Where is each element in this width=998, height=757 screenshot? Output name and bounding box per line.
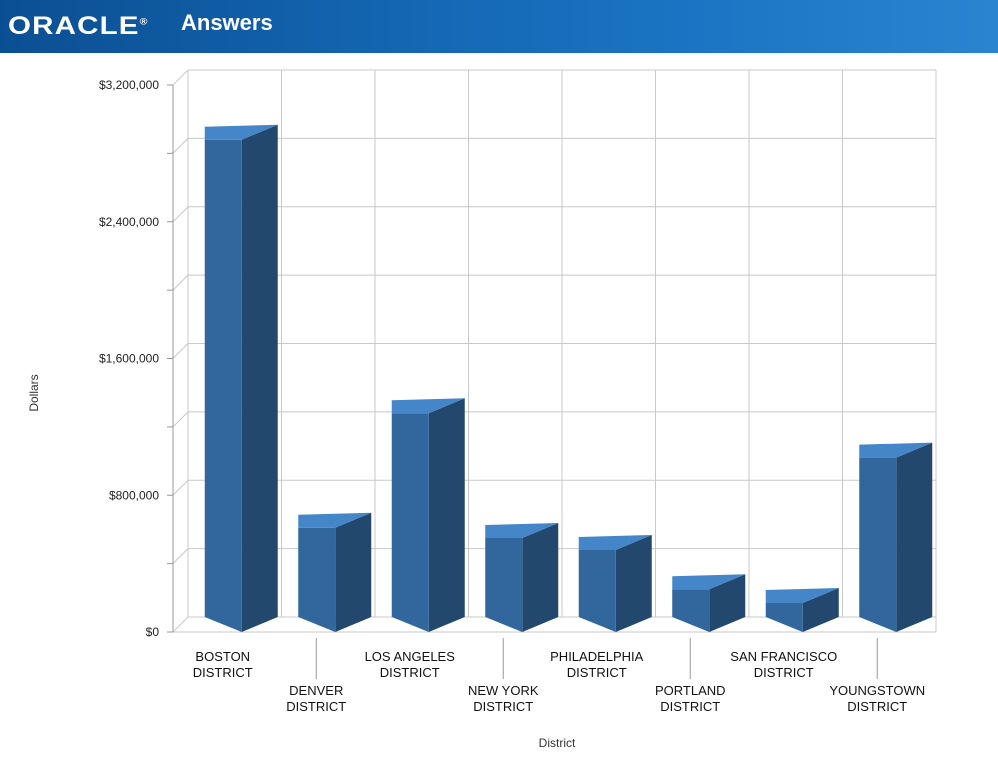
bar-side-1 (335, 512, 372, 632)
y-tick-label: $800,000 (109, 488, 159, 502)
x-tick-label: PORTLAND (655, 683, 726, 698)
y-tick-label: $1,600,000 (99, 352, 159, 366)
bar-4 (578, 549, 616, 632)
bar-side-6 (802, 587, 839, 632)
x-tick-label: YOUNGSTOWN (829, 683, 925, 698)
app-header: ORACLE® Answers (0, 0, 998, 53)
gridline-side (172, 479, 189, 496)
bar-top-1 (298, 512, 372, 528)
gridline-side (172, 138, 189, 154)
bar-side-0 (241, 124, 278, 632)
bar-side-4 (615, 534, 652, 632)
gridline-side (172, 274, 189, 291)
x-tick-label: DISTRICT (847, 699, 907, 714)
app-title: Answers (181, 10, 273, 35)
bar-top-7 (859, 442, 933, 458)
x-tick-label: NEW YORK (468, 683, 539, 698)
x-tick-label: DISTRICT (286, 699, 346, 714)
bar-1 (298, 527, 336, 632)
bar-top-3 (485, 522, 559, 538)
bar-5 (672, 589, 710, 632)
bar-top-2 (391, 398, 465, 414)
bar-top-0 (204, 124, 278, 140)
x-tick-label: DISTRICT (473, 699, 533, 714)
x-tick-label: BOSTON (195, 649, 250, 664)
x-tick-label: PHILADELPHIA (550, 649, 644, 664)
bar-top-4 (578, 534, 652, 550)
x-tick-label: LOS ANGELES (365, 649, 456, 664)
gridline-side (172, 206, 189, 223)
y-tick-label: $3,200,000 (99, 78, 159, 92)
bar-top-5 (672, 574, 746, 590)
oracle-logo: ORACLE® (8, 12, 149, 41)
bar-chart: $0 $800,000 $1,600,000 $2,400,000 $3,200,000… (27, 69, 937, 750)
gridline-side (172, 411, 189, 428)
gridline-side (172, 343, 189, 359)
x-tick-label: DISTRICT (193, 665, 253, 680)
x-tick-label: DISTRICT (380, 665, 440, 680)
x-tick-label: DENVER (289, 683, 343, 698)
logo-text: ORACLE (8, 12, 140, 40)
bar-top-6 (765, 587, 839, 603)
x-tick-label: DISTRICT (567, 665, 627, 680)
x-tick-label: SAN FRANCISCO (730, 649, 837, 664)
y-axis-title: Dollars (27, 374, 41, 411)
x-tick-label: DISTRICT (660, 699, 720, 714)
y-tick-label: $2,400,000 (99, 215, 159, 229)
bar-3 (485, 537, 523, 632)
bar-2 (391, 413, 429, 632)
gridline-side (172, 548, 189, 564)
y-tick-label: $0 (146, 625, 160, 639)
bar-6 (765, 602, 803, 632)
bar-side-5 (709, 574, 746, 632)
bar-side-7 (896, 442, 933, 632)
bar-side-3 (522, 522, 559, 632)
gridline-side (172, 69, 189, 86)
x-axis-title: District (539, 736, 576, 750)
x-tick-label: DISTRICT (754, 665, 814, 680)
bar-side-2 (428, 398, 465, 632)
bar-0 (204, 139, 242, 632)
chart-area: $0 $800,000 $1,600,000 $2,400,000 $3,200,000… (0, 53, 998, 757)
gridline-side (172, 616, 189, 633)
bar-7 (859, 457, 897, 632)
registered-mark: ® (139, 16, 149, 27)
